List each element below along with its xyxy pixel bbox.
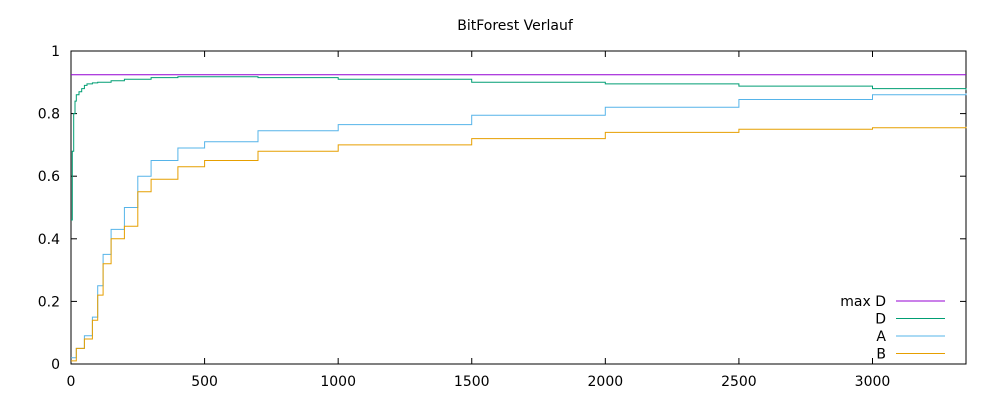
y-tick-label: 0.4 [38,232,60,248]
y-tick-label: 0.6 [38,169,60,185]
y-tick-label: 0.2 [38,294,60,310]
x-tick-label: 500 [191,374,218,390]
series-line-d [71,76,967,221]
x-tick-label: 1500 [454,374,490,390]
series-line-b [71,126,967,362]
legend-label: max D [840,294,886,310]
plot-frame [70,50,967,365]
x-axis-ticks: 0 500 1000 1500 2000 2500 3000 [67,51,891,390]
legend: max D DAB [840,294,945,363]
legend-label: A [876,329,886,345]
legend-label: B [876,347,886,363]
x-tick-label: 3000 [855,374,891,390]
x-tick-label: 2000 [588,374,624,390]
series-line-a [71,93,967,359]
y-tick-label: 1 [51,44,60,60]
series-group [71,74,967,362]
y-tick-label: 0.8 [38,107,60,123]
y-tick-label: 0 [51,357,60,373]
y-axis-ticks: 0 0.2 0.4 0.6 0.8 1 [38,44,966,373]
chart-title: BitForest Verlauf [457,18,574,34]
x-tick-label: 0 [67,374,76,390]
legend-label: D [875,312,886,328]
x-tick-label: 2500 [721,374,757,390]
x-tick-label: 1000 [320,374,356,390]
